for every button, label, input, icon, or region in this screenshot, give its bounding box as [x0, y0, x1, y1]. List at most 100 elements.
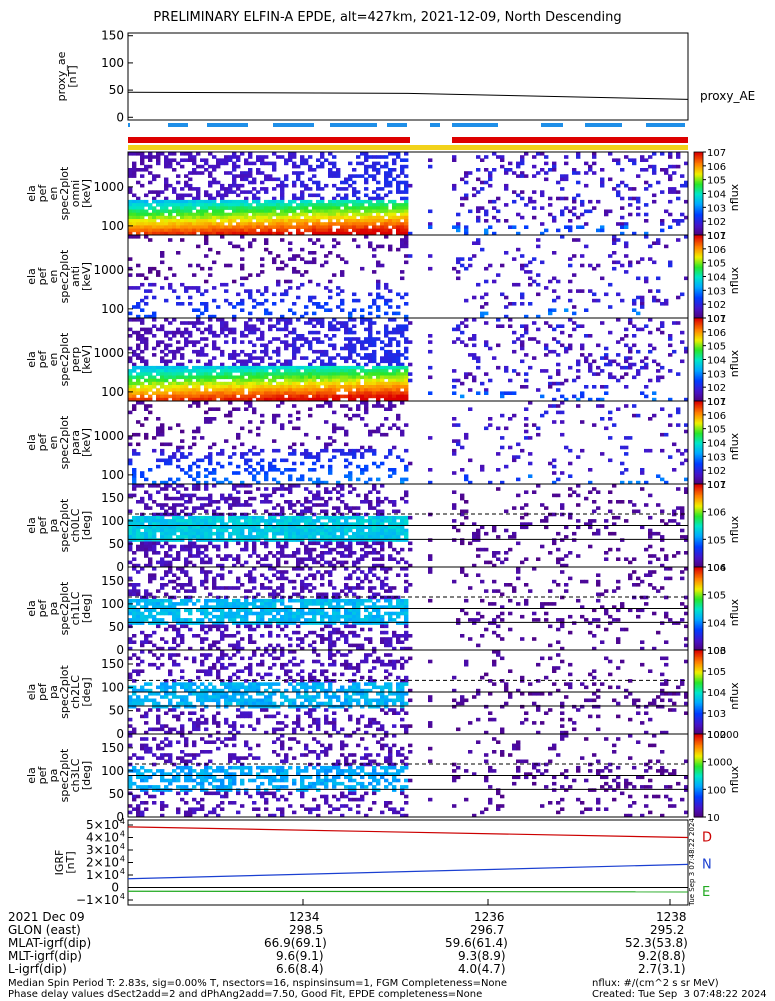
spectrogram-cell [316, 225, 320, 229]
spectrogram-cell [328, 376, 332, 380]
spectrogram-cell [376, 427, 380, 431]
spectrogram-cell [660, 168, 664, 172]
spectrogram-cell [188, 210, 192, 214]
spectrogram-cell [212, 229, 216, 233]
spectrogram-cell [268, 379, 272, 383]
spectrogram-cell [528, 200, 532, 204]
spectrogram-cell [288, 331, 292, 335]
spectrogram-cell [388, 382, 392, 386]
spectrogram-cell [604, 213, 608, 217]
spectrogram-cell [252, 200, 256, 204]
spectrogram-cell [292, 449, 296, 453]
spectrogram-cell [676, 296, 680, 300]
spectrogram-cell [156, 340, 160, 344]
spectrogram-cell [172, 210, 176, 214]
spectrogram-cell [144, 194, 148, 198]
spectrogram-cell [180, 194, 184, 198]
spectrogram-cell [488, 264, 492, 268]
spectrogram-cell [600, 277, 604, 281]
spectrogram-cell [484, 267, 488, 271]
spectrogram-cell [188, 446, 192, 450]
spectrogram-cell [308, 407, 312, 411]
spectrogram-cell [256, 328, 260, 332]
spectrogram-cell [348, 395, 352, 399]
spectrogram-cell [616, 261, 620, 265]
spectrogram-cell [400, 459, 404, 463]
spectrogram-cell [196, 197, 200, 201]
spectrogram-cell [328, 497, 332, 501]
spectrogram-cell [232, 407, 236, 411]
spectrogram-cell [268, 391, 272, 395]
spectrogram-cell [524, 328, 528, 332]
spectrogram-cell [332, 174, 336, 178]
spectrogram-cell [372, 449, 376, 453]
spectrogram-cell [280, 487, 284, 491]
spectrogram-cell [244, 545, 248, 549]
spectrogram-cell [668, 200, 672, 204]
spectrogram-cell [396, 344, 400, 348]
spectrogram-cell [544, 344, 548, 348]
spectrogram-cell [128, 203, 132, 207]
spectrogram-cell [292, 356, 296, 360]
spectrogram-cell [292, 385, 296, 389]
spectrogram-cell [564, 446, 568, 450]
spectrogram-cell [368, 293, 372, 297]
spectrogram-cell [180, 391, 184, 395]
spectrogram-cell [256, 516, 260, 520]
spectrogram-cell [316, 184, 320, 188]
spectrogram-cell [296, 526, 300, 530]
spectrogram-cell [232, 305, 236, 309]
spectrogram-cell [164, 277, 168, 281]
spectrogram-cell [328, 395, 332, 399]
spectrogram-cell [332, 324, 336, 328]
spectrogram-cell [388, 171, 392, 175]
spectrogram-cell [248, 222, 252, 226]
spectrogram-cell [308, 340, 312, 344]
spectrogram-cell [524, 430, 528, 434]
spectrogram-cell [188, 340, 192, 344]
spectrogram-cell [152, 334, 156, 338]
spectrogram-cell [304, 433, 308, 437]
spectrogram-cell [252, 331, 256, 335]
spectrogram-cell [224, 206, 228, 210]
spectrogram-cell [636, 312, 640, 316]
spectrogram-cell [160, 203, 164, 207]
spectrogram-cell [148, 545, 152, 549]
spectrogram-cell [188, 222, 192, 226]
spectrogram-cell [564, 347, 568, 351]
spectrogram-cell [380, 385, 384, 389]
spectrogram-cell [132, 484, 136, 488]
spectrogram-cell [192, 462, 196, 466]
spectrogram-cell [320, 545, 324, 549]
y-tick-label: 100 [101, 219, 124, 233]
spectrogram-cell [316, 376, 320, 380]
spectrogram-cell [360, 468, 364, 472]
spectrogram-cell [344, 344, 348, 348]
spectrogram-cell [292, 328, 296, 332]
spectrogram-cell [180, 385, 184, 389]
spectrogram-cell [284, 229, 288, 233]
spectrogram-cell [372, 155, 376, 159]
spectrogram-cell [172, 216, 176, 220]
spectrogram-cell [188, 500, 192, 504]
spectrogram-cell [572, 197, 576, 201]
spectrogram-cell [268, 385, 272, 389]
spectrogram-cell [676, 411, 680, 415]
spectrogram-cell [276, 328, 280, 332]
spectrogram-cell [376, 478, 380, 482]
spectrogram-cell [308, 225, 312, 229]
spectrogram-cell [188, 526, 192, 530]
spectrogram-cell [244, 360, 248, 364]
spectrogram-cell [400, 210, 404, 214]
spectrogram-cell [332, 526, 336, 530]
spectrogram-cell [340, 516, 344, 520]
spectrogram-cell [136, 286, 140, 290]
spectrogram-cell [164, 162, 168, 166]
spectrogram-cell [600, 385, 604, 389]
spectrogram-cell [344, 360, 348, 364]
spectrogram-cell [268, 382, 272, 386]
spectrogram-cell [344, 261, 348, 265]
spectrogram-cell [224, 324, 228, 328]
spectrogram-cell [644, 168, 648, 172]
spectrogram-cell [524, 423, 528, 427]
